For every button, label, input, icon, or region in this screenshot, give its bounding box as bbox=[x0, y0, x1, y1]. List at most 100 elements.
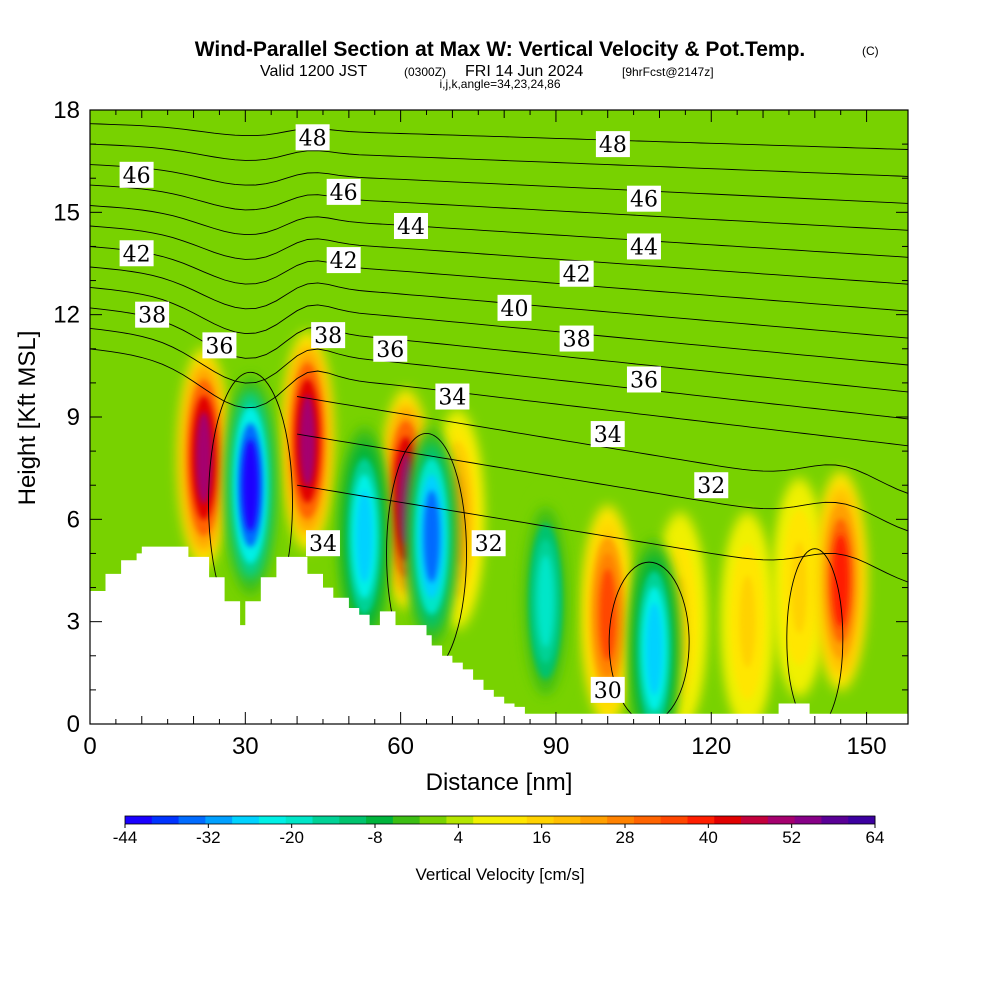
velocity-shade bbox=[791, 541, 808, 634]
colorbar-tick-label: -32 bbox=[196, 828, 221, 847]
contour-label-text: 36 bbox=[376, 338, 404, 363]
y-tick-label: 6 bbox=[67, 506, 80, 533]
contour-label: 34 bbox=[590, 421, 625, 448]
theta-contour-line bbox=[90, 225, 908, 285]
theta-contour-line bbox=[90, 164, 908, 204]
colorbar-tick-label: 4 bbox=[454, 828, 463, 847]
contour-label-text: 42 bbox=[123, 242, 151, 267]
contour-label-box bbox=[559, 325, 594, 352]
colorbar-tick-label: 40 bbox=[699, 828, 718, 847]
x-tick-label: 30 bbox=[232, 733, 259, 760]
velocity-field bbox=[177, 330, 867, 724]
contour-label-text: 38 bbox=[563, 328, 591, 353]
colorbar-tick-label: -8 bbox=[367, 828, 382, 847]
updraft-cell bbox=[814, 470, 867, 691]
contour-label: 38 bbox=[135, 301, 170, 329]
contour-label: 36 bbox=[626, 366, 661, 393]
colorbar-swatch bbox=[660, 816, 688, 824]
contour-label-text: 46 bbox=[330, 181, 358, 206]
contour-label: 40 bbox=[497, 294, 532, 322]
chart-title: Wind-Parallel Section at Max W: Vertical… bbox=[195, 38, 806, 61]
contour-label-text: 44 bbox=[397, 215, 425, 240]
contour-label-text: 32 bbox=[475, 532, 503, 557]
contour-label-text: 30 bbox=[594, 679, 622, 704]
colorbar-title: Vertical Velocity [cm/s] bbox=[415, 865, 584, 884]
x-axis-label: Distance [nm] bbox=[426, 769, 573, 796]
contour-label: 34 bbox=[305, 530, 340, 557]
colorbar-swatch bbox=[285, 816, 313, 824]
y-axis-label: Height [Kft MSL] bbox=[14, 331, 41, 506]
contour-labels: 48 48 46 46 46 44 44 42 42 42 40 38 38 38 36 36 36 34 34 34… bbox=[119, 124, 729, 704]
velocity-shade bbox=[423, 490, 440, 583]
contour-label-text: 40 bbox=[501, 297, 529, 322]
contour-label-box bbox=[435, 383, 470, 410]
colorbar-tick-label: -20 bbox=[279, 828, 304, 847]
theta-contour-line bbox=[90, 327, 908, 420]
contour-label-box bbox=[471, 530, 506, 557]
velocity-shade bbox=[832, 534, 849, 627]
contour-label-text: 38 bbox=[314, 324, 342, 349]
colorbar-swatch bbox=[125, 816, 153, 824]
colorbar: -44 -32 -20 -8 4 16 28 40 52 64 bbox=[113, 815, 885, 847]
updraft-cell bbox=[281, 330, 334, 551]
contour-label-box bbox=[326, 247, 361, 274]
colorbar-swatch bbox=[500, 816, 528, 824]
valid-prefix: Valid 1200 JST bbox=[260, 63, 368, 80]
colorbar-swatch bbox=[178, 816, 206, 824]
contour-label-text: 34 bbox=[309, 532, 337, 557]
downdraft-cell bbox=[405, 426, 458, 647]
colorbar-swatch bbox=[553, 816, 581, 824]
y-tick-label: 18 bbox=[53, 97, 80, 124]
contour-label-text: 36 bbox=[205, 334, 233, 359]
velocity-shade bbox=[646, 602, 663, 695]
contour-label: 42 bbox=[326, 247, 361, 274]
downdraft-cell bbox=[338, 426, 391, 647]
contour-label-box bbox=[595, 131, 630, 158]
colorbar-swatch bbox=[607, 816, 635, 824]
colorbar-swatch bbox=[312, 816, 340, 824]
valid-date: FRI 14 Jun 2024 bbox=[465, 63, 583, 80]
forecast-label: [9hrFcst@2147z] bbox=[622, 65, 714, 79]
contour-label-box bbox=[393, 212, 428, 239]
theta-contour-line bbox=[90, 246, 908, 312]
contour-label-box bbox=[626, 366, 661, 393]
colorbar-swatch bbox=[392, 816, 421, 824]
contour-label-box bbox=[694, 472, 729, 499]
contour-label: 48 bbox=[295, 124, 330, 151]
contour-label-box bbox=[311, 322, 346, 349]
contour-label: 38 bbox=[311, 322, 346, 349]
theta-contour-line bbox=[90, 123, 908, 150]
contour-label-box bbox=[135, 301, 170, 328]
y-tick-label: 12 bbox=[53, 302, 80, 329]
downdraft-cell bbox=[519, 491, 572, 712]
colorbar-swatch bbox=[446, 816, 474, 824]
colorbar-swatch bbox=[794, 816, 822, 824]
plot-area: 48 48 46 46 46 44 44 42 42 42 40 38 38 38 36 36 36 34 34 34… bbox=[90, 110, 908, 724]
contour-label-text: 38 bbox=[138, 304, 166, 329]
contour-label-box bbox=[119, 240, 154, 267]
downdraft-cell bbox=[628, 538, 681, 724]
contour-label-box bbox=[295, 124, 330, 151]
contour-label: 36 bbox=[202, 332, 237, 359]
contour-label-box bbox=[326, 178, 361, 205]
contour-label-text: 48 bbox=[599, 133, 627, 158]
theta-contour-line bbox=[90, 348, 908, 447]
x-tick-label: 0 bbox=[83, 733, 96, 760]
theta-contour-line bbox=[297, 484, 908, 583]
x-tick-label: 90 bbox=[543, 733, 570, 760]
colorbar-tick-label: 16 bbox=[532, 828, 551, 847]
colorbar-swatch bbox=[366, 816, 394, 824]
colorbar-swatch bbox=[473, 816, 501, 824]
contour-label-text: 48 bbox=[299, 126, 327, 151]
contour-label: 34 bbox=[435, 383, 470, 411]
colorbar-swatch bbox=[687, 816, 715, 824]
colorbar-swatch bbox=[419, 816, 447, 824]
contour-label-text: 34 bbox=[594, 423, 622, 448]
velocity-shade bbox=[356, 490, 373, 583]
contour-label-box bbox=[559, 260, 594, 287]
colorbar-swatch bbox=[232, 816, 260, 824]
colorbar-swatch bbox=[580, 816, 608, 824]
colorbar-tick-label: 64 bbox=[866, 828, 885, 847]
terrain bbox=[90, 546, 908, 724]
